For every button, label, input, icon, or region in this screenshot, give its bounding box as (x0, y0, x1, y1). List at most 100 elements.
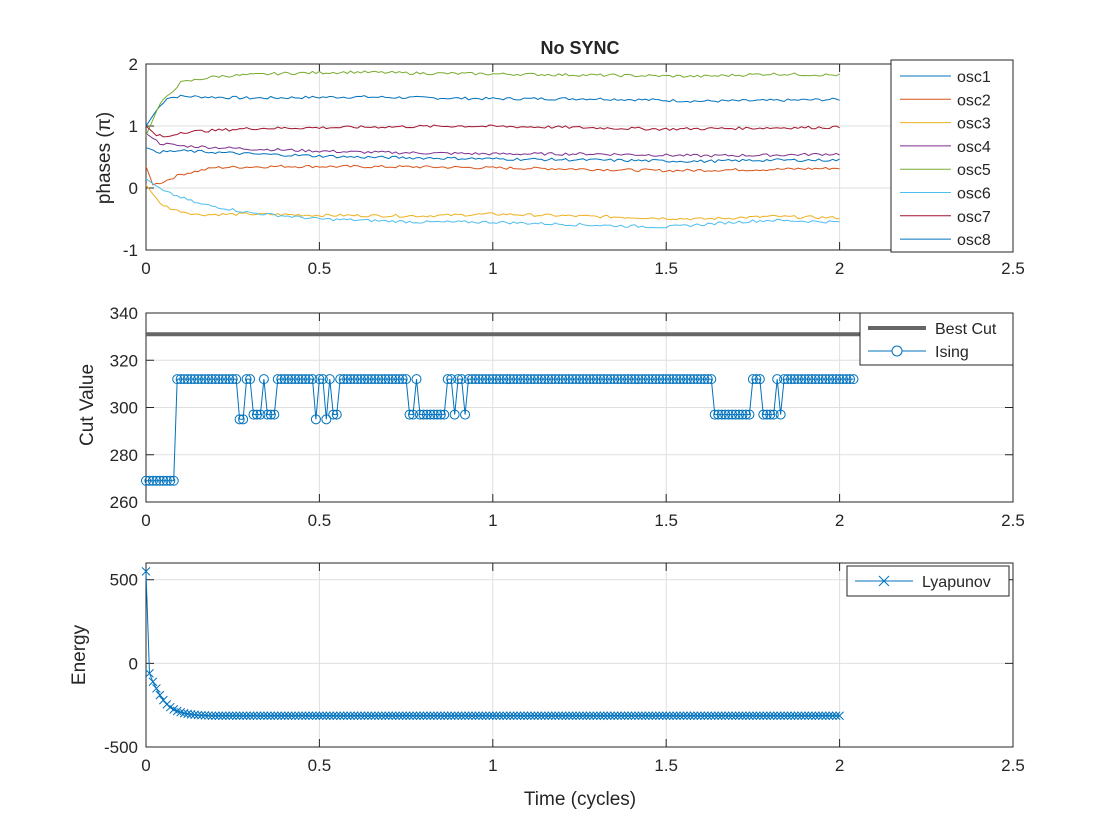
ising-marker (702, 374, 713, 385)
lyapunov-marker (325, 711, 335, 721)
ising-marker (442, 374, 453, 385)
lyapunov-marker (630, 711, 640, 721)
lyapunov-marker (804, 711, 813, 721)
lyapunov-marker (616, 711, 626, 721)
x-tick-label: 2 (835, 259, 844, 278)
ising-marker (231, 374, 242, 385)
lyapunov-marker (647, 711, 657, 721)
ising-marker (734, 409, 745, 420)
lyapunov-marker (550, 711, 560, 721)
lyapunov-marker (772, 711, 782, 721)
lyapunov-marker (335, 711, 345, 721)
lyapunov-marker (467, 711, 477, 721)
lyapunov-marker (644, 711, 654, 721)
ising-marker (203, 374, 214, 385)
ising-marker (727, 409, 738, 420)
ising-marker (484, 374, 495, 385)
ising-marker (512, 374, 523, 385)
lyapunov-marker (717, 711, 727, 721)
ising-marker (394, 374, 405, 385)
lyapunov-marker (682, 711, 692, 721)
ising-marker (307, 374, 318, 385)
ising-marker (848, 374, 859, 385)
ising-marker (588, 374, 599, 385)
ising-marker (220, 374, 231, 385)
lyapunov-marker (221, 711, 231, 721)
ising-marker (782, 374, 793, 385)
x-tick-label: 0 (141, 756, 150, 775)
lyapunov-marker (505, 711, 515, 721)
ising-marker (668, 374, 679, 385)
lyapunov-marker (734, 711, 744, 721)
lyapunov-marker (328, 711, 338, 721)
lyapunov-marker (256, 711, 265, 721)
lyapunov-marker (724, 711, 733, 721)
lyapunov-marker (179, 708, 189, 718)
x-tick-label: 0.5 (308, 756, 332, 775)
lyapunov-marker (779, 711, 789, 721)
lyapunov-marker (575, 711, 584, 721)
y-axis-label-energy: Energy (69, 624, 90, 685)
ising-marker (754, 374, 765, 385)
lyapunov-marker (415, 711, 425, 721)
ising-marker (193, 374, 204, 385)
lyapunov-marker (731, 711, 740, 721)
ising-marker (387, 374, 398, 385)
legend-label-osc1: osc1 (957, 69, 991, 86)
ising-marker (834, 374, 845, 385)
lyapunov-marker (401, 711, 411, 721)
ising-marker (657, 374, 668, 385)
legend-label-osc7: osc7 (957, 209, 991, 226)
ising-marker (636, 374, 647, 385)
lyapunov-marker (720, 711, 730, 721)
ising-marker (775, 409, 786, 420)
ising-marker (831, 374, 842, 385)
lyapunov-marker (228, 711, 238, 721)
ising-marker (366, 374, 377, 385)
lyapunov-marker (197, 710, 206, 720)
lyapunov-marker (554, 711, 564, 721)
ising-marker (692, 374, 703, 385)
lyapunov-marker (557, 711, 567, 721)
ising-marker (543, 374, 554, 385)
x-tick-label: 1 (488, 756, 497, 775)
ising-marker (546, 374, 557, 385)
lyapunov-marker (727, 711, 737, 721)
ising-marker (682, 374, 693, 385)
ising-marker (799, 374, 810, 385)
lyapunov-marker (377, 711, 387, 721)
lyapunov-marker (543, 711, 553, 721)
ising-marker (671, 374, 682, 385)
x-tick-label: 2.5 (1001, 511, 1025, 530)
ising-line (146, 378, 854, 482)
lyapunov-marker (790, 711, 799, 721)
ising-marker (342, 374, 353, 385)
ising-marker (411, 374, 422, 385)
lyapunov-marker (654, 711, 664, 721)
ising-marker (706, 374, 717, 385)
x-tick-label: 2.5 (1001, 259, 1025, 278)
lyapunov-marker (637, 711, 647, 721)
ising-marker (172, 374, 183, 385)
lyapunov-marker (224, 711, 234, 721)
ising-marker (536, 374, 547, 385)
ising-marker (584, 374, 595, 385)
lyapunov-marker (599, 711, 609, 721)
ising-marker (373, 374, 384, 385)
ising-marker (179, 374, 190, 385)
lyapunov-marker (342, 711, 352, 721)
ising-marker (616, 374, 627, 385)
ising-marker (470, 374, 481, 385)
lyapunov-marker (204, 711, 213, 720)
ising-marker (258, 374, 269, 385)
cut-value-subplot: 0 0.5 1 1.5 2 2.5 260 280 300 320 340 Best Cut Ising… (77, 304, 1025, 530)
ising-marker (647, 374, 658, 385)
lyapunov-marker (703, 711, 713, 721)
lyapunov-marker (571, 711, 581, 721)
ising-marker (199, 374, 210, 385)
x-tick-label: 1 (488, 259, 497, 278)
lyapunov-marker (398, 711, 407, 721)
ising-marker (487, 374, 498, 385)
lyapunov-marker (491, 711, 501, 721)
